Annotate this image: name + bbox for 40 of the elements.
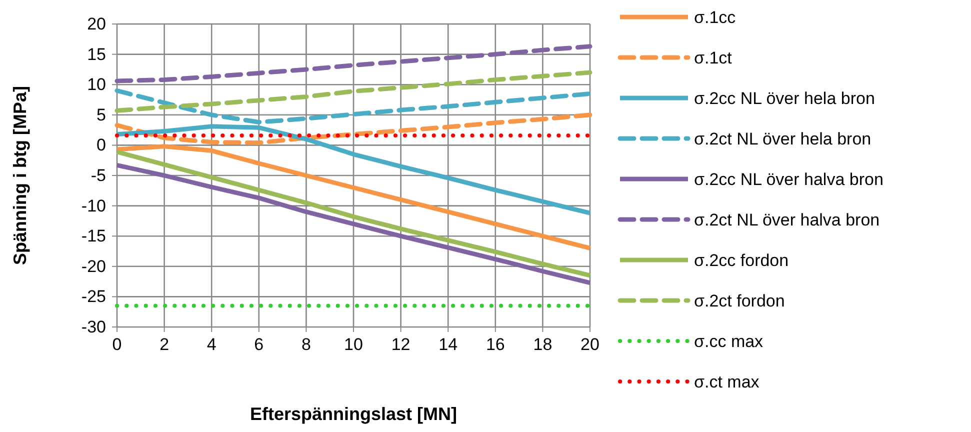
legend-label: σ.2cc fordon [694,251,789,270]
legend-label: σ.ct max [694,372,760,392]
line-series [114,144,592,250]
y-tick-label: 20 [87,14,106,34]
x-tick-label: 14 [438,335,458,354]
legend-label: σ.cc max [694,332,764,351]
line-series [114,150,592,278]
y-tick-label: 15 [87,44,106,64]
y-tick-label: -25 [81,287,106,306]
y-tick-label: -5 [90,166,106,185]
legend-label: σ.1cc [694,8,736,27]
y-tick-label: -20 [81,256,106,276]
legend-label: σ.2cc NL över hela bron [694,89,875,108]
y-axis-title: Spänning i btg [MPa] [10,86,30,265]
x-axis-title: Efterspänningslast [MN] [250,404,458,424]
x-tick-label: 2 [160,335,170,354]
legend-label: σ.2ct fordon [694,292,785,310]
x-tick-label: 0 [112,335,122,354]
y-tick-label: 10 [87,75,106,94]
y-tick-label: -15 [81,226,106,246]
x-tick-label: 4 [206,335,216,354]
y-tick-label: -30 [81,317,106,336]
x-tick-label: 12 [391,335,410,354]
line-series [114,112,592,146]
x-tick-label: 18 [533,335,552,354]
legend-label: σ.2ct NL över hela bron [694,130,872,148]
x-tick-label: 6 [254,335,264,354]
legend-label: σ.2cc NL över halva bron [694,170,884,189]
legend-label: σ.1ct [694,48,732,68]
x-tick-label: 16 [486,335,505,354]
x-tick-label: 8 [301,335,311,354]
y-tick-label: 5 [96,105,106,124]
line-series [114,162,592,286]
y-tick-label: -10 [81,196,106,216]
legend-label: σ.2ct NL över halva bron [694,210,880,230]
line-series [114,44,592,84]
y-tick-label: 0 [96,136,106,155]
line-series [114,70,592,113]
x-tick-label: 20 [580,335,600,354]
x-tick-label: 10 [344,335,363,354]
